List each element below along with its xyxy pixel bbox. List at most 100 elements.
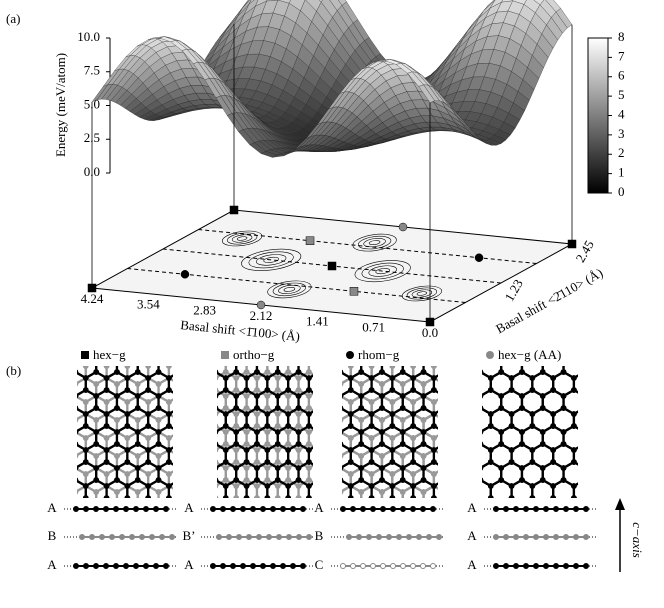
atom	[432, 436, 437, 441]
atom	[182, 520, 187, 525]
atom	[296, 478, 301, 483]
atom	[421, 358, 426, 363]
atom	[572, 340, 577, 345]
atom	[192, 358, 197, 363]
atom	[411, 520, 416, 525]
atom	[203, 460, 208, 465]
atom	[317, 376, 322, 381]
hexagon	[424, 522, 445, 546]
atom	[328, 340, 333, 345]
atom	[442, 502, 447, 507]
atom	[369, 340, 374, 345]
atom	[421, 478, 426, 483]
atom	[213, 514, 218, 519]
atom	[411, 520, 416, 525]
atom	[328, 544, 333, 549]
atom	[400, 346, 405, 351]
atom	[447, 352, 452, 357]
atom	[327, 460, 332, 465]
atom	[296, 460, 301, 465]
atom	[380, 490, 385, 495]
atom	[317, 430, 322, 435]
atom	[380, 514, 385, 519]
atom	[369, 520, 374, 525]
atom	[380, 502, 385, 507]
atom	[125, 520, 130, 525]
atom	[115, 502, 120, 507]
atom	[63, 340, 68, 345]
atom	[135, 490, 140, 495]
atom	[452, 340, 457, 345]
colorbar	[588, 38, 608, 193]
atom	[52, 478, 57, 483]
atom	[42, 484, 47, 489]
atom	[234, 520, 239, 525]
atom	[94, 502, 99, 507]
atom	[421, 526, 426, 531]
atom	[317, 412, 322, 417]
atom	[582, 406, 587, 411]
atom	[468, 352, 473, 357]
atom	[390, 520, 395, 525]
atom	[135, 502, 140, 507]
atom	[135, 526, 140, 531]
atom	[203, 376, 208, 381]
atom	[328, 448, 333, 453]
atom	[73, 358, 78, 363]
atom	[327, 496, 332, 501]
atom	[255, 460, 260, 465]
atom	[400, 358, 405, 363]
atom	[94, 478, 99, 483]
atom	[328, 340, 333, 345]
atom	[442, 466, 447, 471]
atom	[146, 340, 151, 345]
atom	[442, 394, 447, 399]
atom	[286, 496, 291, 501]
atom	[317, 334, 322, 339]
atom	[327, 484, 332, 489]
atom	[421, 502, 426, 507]
atom	[359, 370, 364, 375]
colorbar-tick-label: 6	[618, 68, 625, 83]
atom	[348, 424, 353, 429]
atom	[327, 502, 332, 507]
atom	[146, 520, 151, 525]
z-tick-label: 10.0	[77, 29, 100, 44]
atom	[359, 502, 364, 507]
atom	[317, 448, 322, 453]
atom	[463, 490, 468, 495]
atom	[244, 496, 249, 501]
atom	[177, 382, 182, 387]
atom	[432, 520, 437, 525]
atom	[73, 358, 78, 363]
atom	[317, 406, 322, 411]
atom	[380, 454, 385, 459]
atom	[338, 340, 343, 345]
hexagon	[574, 336, 595, 360]
atom	[192, 412, 197, 417]
atom	[73, 502, 78, 507]
atom	[348, 340, 353, 345]
atom	[468, 352, 473, 357]
hexagon	[195, 480, 216, 504]
atom	[359, 526, 364, 531]
atom	[146, 340, 151, 345]
atom	[63, 496, 68, 501]
hexagon	[320, 378, 341, 402]
atom	[187, 364, 192, 369]
atom	[307, 520, 312, 525]
atom	[348, 520, 353, 525]
atom	[338, 484, 343, 489]
atom	[307, 352, 312, 357]
atom	[275, 394, 280, 399]
atom	[167, 364, 172, 369]
atom	[369, 460, 374, 465]
atom	[244, 484, 249, 489]
atom	[177, 478, 182, 483]
atom	[192, 442, 197, 447]
atom	[156, 526, 161, 531]
atom	[182, 388, 187, 393]
atom	[146, 352, 151, 357]
atom	[317, 460, 322, 465]
atom	[338, 526, 343, 531]
